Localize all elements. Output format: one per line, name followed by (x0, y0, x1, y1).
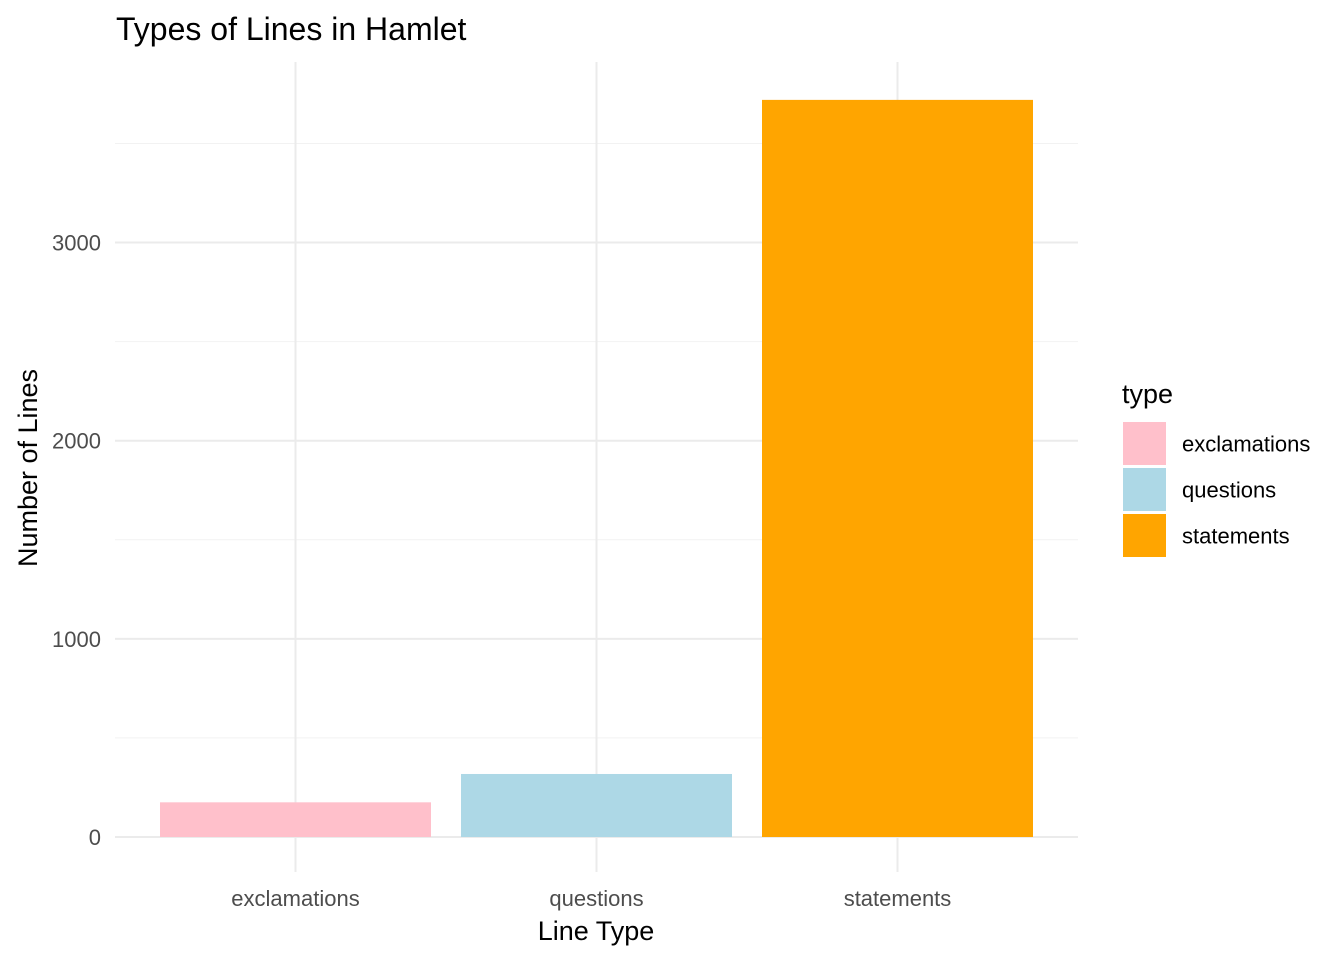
y-tick-label: 3000 (52, 231, 101, 256)
legend-label: exclamations (1182, 432, 1310, 457)
legend-key-exclamations (1123, 422, 1166, 465)
y-tick-label: 1000 (52, 627, 101, 652)
x-tick-label: statements (844, 886, 952, 911)
y-axis-title: Number of Lines (13, 369, 43, 567)
bars (160, 99, 1033, 837)
bar-questions (461, 773, 732, 837)
legend-label: questions (1182, 478, 1276, 503)
legend-label: statements (1182, 524, 1290, 549)
legend-key-questions (1123, 468, 1166, 511)
x-axis-ticks: exclamations questions statements (231, 886, 951, 911)
legend-key-statements (1123, 514, 1166, 557)
y-axis-ticks: 0 1000 2000 3000 (52, 231, 101, 850)
x-tick-label: questions (549, 886, 643, 911)
y-tick-label: 0 (89, 825, 101, 850)
legend: type exclamations questions statements (1122, 379, 1310, 557)
y-tick-label: 2000 (52, 429, 101, 454)
x-tick-label: exclamations (231, 886, 359, 911)
legend-title: type (1122, 379, 1173, 409)
chart-title: Types of Lines in Hamlet (116, 11, 467, 47)
x-axis-title: Line Type (538, 916, 655, 946)
bar-statements (762, 99, 1033, 837)
bar-exclamations (160, 802, 431, 837)
